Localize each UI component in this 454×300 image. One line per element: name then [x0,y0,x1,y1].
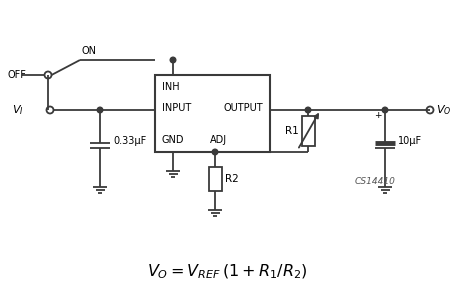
Circle shape [382,107,388,113]
Text: 10μF: 10μF [398,136,422,146]
Bar [301,116,315,146]
Text: 0.33μF: 0.33μF [113,136,146,146]
Bar [208,167,222,191]
Circle shape [212,149,218,155]
Text: $V_O = V_{REF}\,(1 + R_1/R_2)$: $V_O = V_{REF}\,(1 + R_1/R_2)$ [147,263,307,281]
Text: +: + [375,111,382,120]
Bar [155,75,270,152]
Text: $V_I$: $V_I$ [12,103,24,117]
Text: ADJ: ADJ [210,135,227,145]
Text: OFF: OFF [7,70,26,80]
Text: ON: ON [82,46,97,56]
Text: CS14410: CS14410 [355,178,396,187]
Text: R2: R2 [224,173,238,184]
Text: GND: GND [162,135,184,145]
Text: R1: R1 [285,126,298,136]
Circle shape [305,107,311,113]
Text: OUTPUT: OUTPUT [223,103,263,113]
Text: $V_O$: $V_O$ [436,103,451,117]
Text: INPUT: INPUT [162,103,191,113]
Circle shape [170,57,176,63]
Circle shape [97,107,103,113]
Text: INH: INH [162,82,180,92]
